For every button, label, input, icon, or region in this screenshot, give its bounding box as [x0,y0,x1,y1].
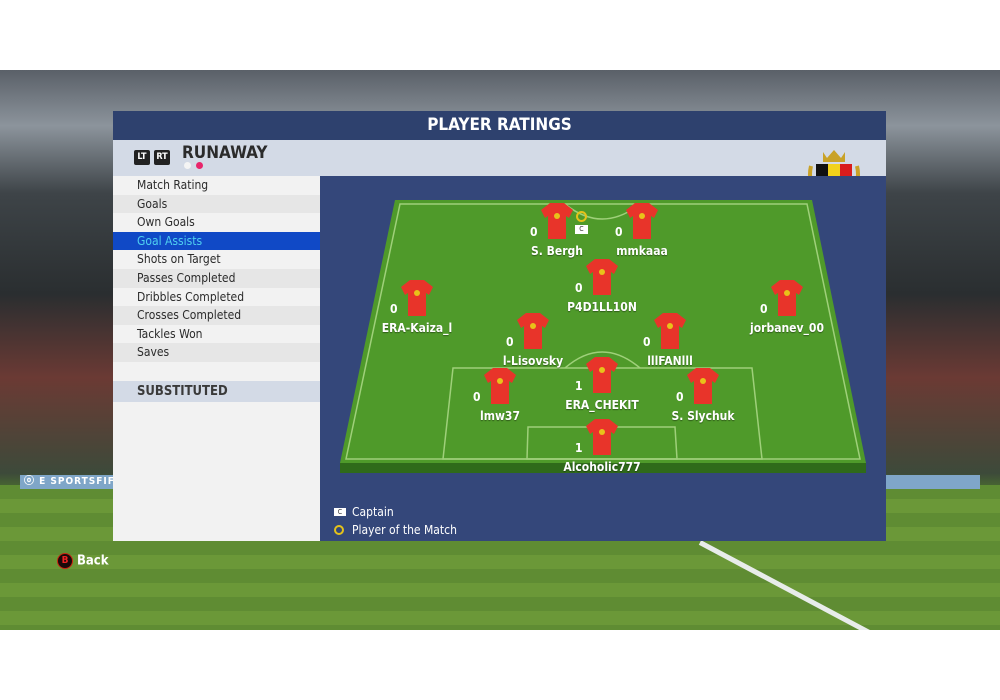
legend-potm: Player of the Match [334,522,457,537]
back-button[interactable]: B Back [57,553,109,569]
player-name: S. Slychuk [671,409,735,423]
page-dot-1 [184,162,191,169]
category-shots-on-target[interactable]: Shots on Target [137,252,221,267]
category-own-goals[interactable]: Own Goals [137,215,195,230]
jersey-icon [586,419,618,455]
captain-icon: C [334,507,346,516]
page-dot-2-active [196,162,203,169]
player-stat-value: 0 [676,390,684,404]
jersey-icon [687,368,719,404]
jersey-icon [517,313,549,349]
page-title: PLAYER RATINGS [113,111,886,140]
jersey-icon [654,313,686,349]
category-goal-assists[interactable]: Goal Assists [113,231,320,251]
jersey-icon [401,280,433,316]
player-name: lmw37 [480,409,520,423]
potm-icon [576,211,587,222]
player-stat-value: 0 [506,335,514,349]
back-label: Back [77,553,109,569]
captain-badge-icon: C [575,225,588,234]
team-name: RUNAWAY [182,143,268,163]
player-name: ERA_CHEKIT [565,398,639,412]
category-saves[interactable]: Saves [113,343,320,362]
category-match-rating[interactable]: Match Rating [137,178,209,192]
jersey-icon [771,280,803,316]
player-stat-value: 1 [575,379,583,393]
player-stat-value: 1 [575,441,583,455]
player-stat-value: 0 [390,302,398,316]
b-button-icon: B [57,553,73,569]
player-stat-value: 0 [530,225,538,239]
potm-icon [334,524,344,535]
category-goals[interactable]: Goals [113,194,320,214]
stat-category-list: Match Rating Goals Own Goals Goal Assist… [113,176,320,362]
rt-button[interactable]: RT [154,150,170,165]
player-name: l-Lisovsky [502,354,564,368]
player-name: lllFANlll [647,354,693,368]
category-passes-completed[interactable]: Passes Completed [113,268,320,288]
player-name: Alcoholic777 [563,460,641,474]
player-stat-value: 0 [575,281,583,295]
jersey-icon [541,203,573,239]
player-name: mmkaaa [616,244,668,258]
legend-captain: C Captain [334,504,394,519]
team-header: LT RT RUNAWAY [113,140,886,213]
player-stat-value: 0 [760,302,768,316]
category-dribbles-completed[interactable]: Dribbles Completed [137,289,245,304]
player-name: ERA-Kaiza_l [381,321,453,335]
category-tackles-won[interactable]: Tackles Won [137,326,203,341]
player-ratings-panel: PLAYER RATINGS LT RT RUNAWAY Match Ratin… [113,111,886,541]
legend-potm-label: Player of the Match [352,522,457,537]
jersey-icon [586,357,618,393]
lt-button[interactable]: LT [134,150,150,165]
jersey-icon [484,368,516,404]
jersey-icon [626,203,658,239]
legend-captain-label: Captain [352,504,394,519]
substituted-header: SUBSTITUTED [113,381,320,402]
pitch-area: 0 S. Bergh C 0 mmkaaa 0 P4D1LL10N 0 ERA-Kaiza_l 0… [320,176,886,541]
player-stat-value: 0 [643,335,651,349]
player-name: P4D1LL10N [567,300,637,314]
player-stat-value: 0 [615,225,623,239]
category-crosses-completed[interactable]: Crosses Completed [113,306,320,325]
jersey-icon [586,259,618,295]
player-name: S. Bergh [531,244,583,258]
pitch [340,200,866,473]
player-stat-value: 0 [473,390,481,404]
player-name: jorbanev_00 [750,321,824,335]
